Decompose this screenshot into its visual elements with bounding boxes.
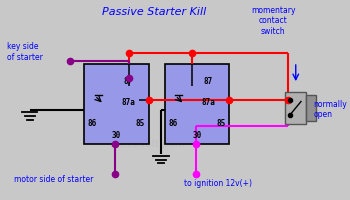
- Text: Passive Starter Kill: Passive Starter Kill: [102, 7, 206, 17]
- Text: 30: 30: [192, 132, 202, 140]
- Text: key side
of starter: key side of starter: [7, 42, 43, 62]
- Bar: [306, 95, 316, 121]
- Text: 87a: 87a: [202, 98, 216, 107]
- Text: momentary
contact
switch: momentary contact switch: [251, 6, 295, 36]
- Text: 86: 86: [168, 119, 177, 129]
- Text: 87: 87: [204, 77, 213, 86]
- Text: the12volt.com: the12volt.com: [109, 139, 185, 149]
- Bar: [285, 92, 306, 124]
- Text: 87: 87: [124, 77, 133, 86]
- Text: normally
open: normally open: [313, 100, 347, 119]
- Text: 87a: 87a: [121, 98, 135, 107]
- Text: 85: 85: [216, 119, 225, 129]
- Text: 86: 86: [88, 119, 97, 129]
- Text: to ignition 12v(+): to ignition 12v(+): [184, 180, 252, 188]
- Bar: [164, 64, 229, 144]
- Text: motor side of starter: motor side of starter: [14, 176, 93, 184]
- Bar: [84, 64, 149, 144]
- Text: 85: 85: [136, 119, 145, 129]
- Text: 30: 30: [112, 132, 121, 140]
